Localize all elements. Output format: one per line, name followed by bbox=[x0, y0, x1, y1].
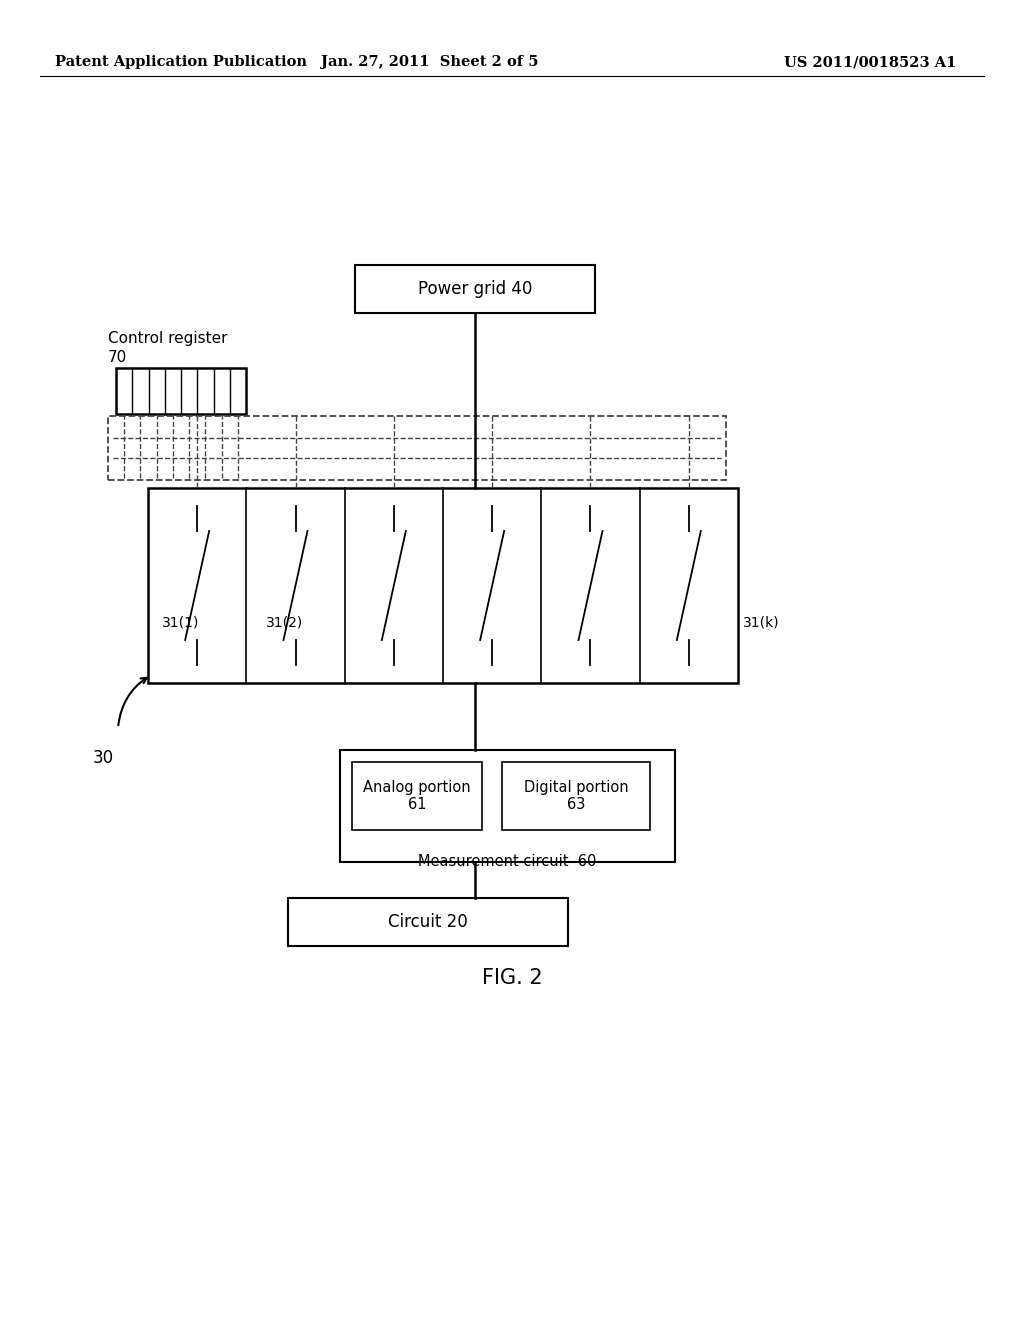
Text: FIG. 2: FIG. 2 bbox=[481, 968, 543, 987]
Text: 30: 30 bbox=[93, 748, 114, 767]
Text: 70: 70 bbox=[108, 351, 127, 366]
Bar bbox=[352, 762, 482, 830]
Text: 31(1): 31(1) bbox=[162, 616, 200, 630]
Text: 31(2): 31(2) bbox=[265, 616, 303, 630]
Bar bbox=[502, 762, 650, 830]
Text: Digital portion
63: Digital portion 63 bbox=[523, 780, 629, 812]
Bar bbox=[148, 488, 738, 682]
Text: Jan. 27, 2011  Sheet 2 of 5: Jan. 27, 2011 Sheet 2 of 5 bbox=[322, 55, 539, 69]
Bar bbox=[340, 750, 675, 862]
Text: Measurement circuit  60: Measurement circuit 60 bbox=[419, 854, 597, 869]
Text: Analog portion
61: Analog portion 61 bbox=[364, 780, 471, 812]
Text: US 2011/0018523 A1: US 2011/0018523 A1 bbox=[783, 55, 956, 69]
Text: Circuit 20: Circuit 20 bbox=[388, 913, 468, 931]
Text: Power grid 40: Power grid 40 bbox=[418, 280, 532, 298]
Text: Control register: Control register bbox=[108, 330, 227, 346]
Bar bbox=[355, 265, 595, 313]
Text: 31(k): 31(k) bbox=[743, 616, 779, 630]
Bar bbox=[108, 416, 726, 480]
Bar bbox=[288, 898, 568, 946]
Bar bbox=[116, 368, 246, 414]
Text: Patent Application Publication: Patent Application Publication bbox=[55, 55, 307, 69]
